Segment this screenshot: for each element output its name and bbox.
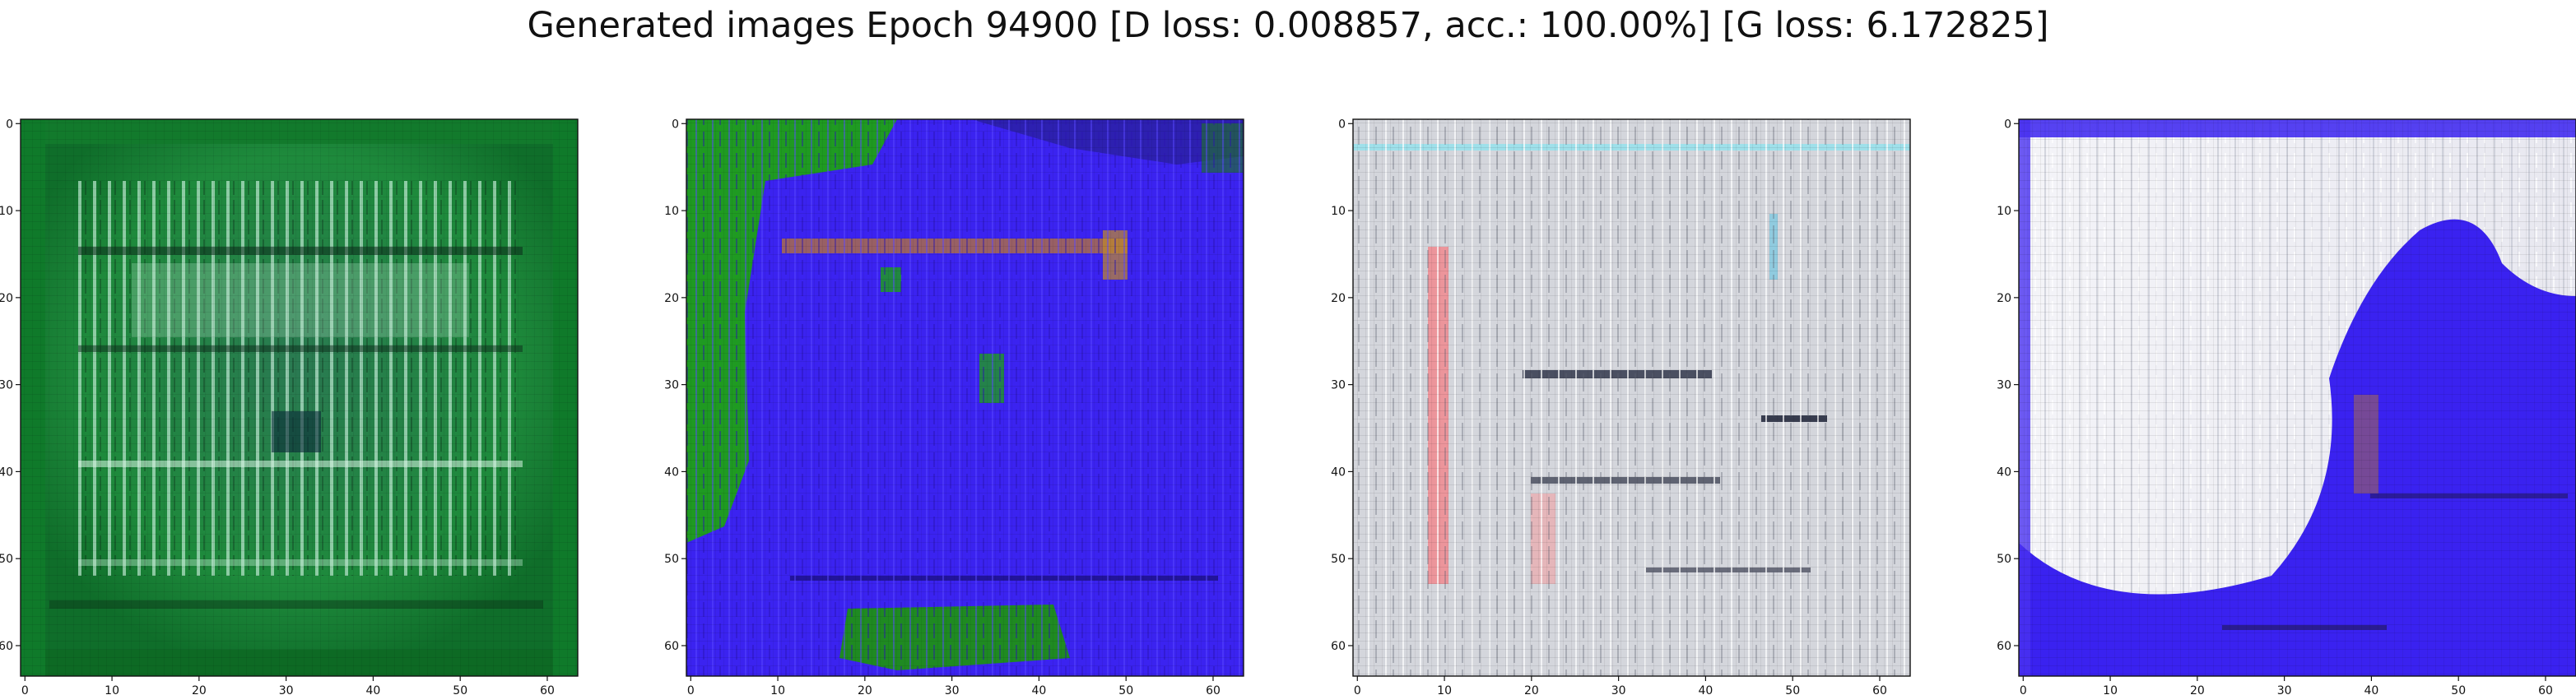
panel-1-ytick-label-30: 30: [0, 379, 13, 392]
panel-3-xtick-label-20: 20: [1524, 684, 1539, 695]
panel-4-xtick-label-30: 30: [2277, 684, 2292, 695]
panel-2-ytick-label-0: 0: [672, 118, 679, 131]
panel-2-xtick-label-0: 0: [687, 684, 695, 695]
panel-3-ytick-label-40: 40: [1331, 466, 1346, 479]
axes-layer: 0 10 20 30 40 50 60 0 10 20 30 40 50 60 0 10 20 30 40 50 60 0…: [0, 118, 2576, 695]
panel-1-ytick-label-40: 40: [0, 466, 13, 479]
panel-1: [21, 119, 578, 676]
panel-3-xtick-label-10: 10: [1437, 684, 1452, 695]
panel-2-ytick-label-60: 60: [664, 640, 679, 653]
panel-3-ytick-label-50: 50: [1331, 553, 1346, 566]
panel-4-xtick-label-20: 20: [2190, 684, 2205, 695]
panel-1-xtick-label-50: 50: [453, 684, 467, 695]
panel-2-xtick-label-60: 60: [1206, 684, 1221, 695]
panel-2-xtick-label-50: 50: [1118, 684, 1133, 695]
panel-3: [1353, 119, 1910, 676]
panel-3-xtick-label-60: 60: [1872, 684, 1887, 695]
panel-4-ytick-label-30: 30: [1997, 379, 2011, 392]
panel-3-ytick-label-20: 20: [1331, 292, 1346, 305]
panel-4-ytick-label-0: 0: [2004, 118, 2011, 131]
panel-3-ytick-label-10: 10: [1331, 205, 1346, 218]
panel-4-ytick-label-40: 40: [1997, 466, 2011, 479]
panel-1-xtick-label-60: 60: [540, 684, 555, 695]
panel-1-ytick-label-0: 0: [6, 118, 13, 131]
figure-title: Generated images Epoch 94900 [D loss: 0.…: [527, 5, 2049, 46]
panel-3-xtick-label-50: 50: [1785, 684, 1800, 695]
panel-3-xtick-label-40: 40: [1699, 684, 1713, 695]
panel-4-xtick-label-50: 50: [2451, 684, 2466, 695]
panel-2-xtick-label-30: 30: [945, 684, 960, 695]
panel-2-ytick-label-20: 20: [664, 292, 679, 305]
panel-1-xtick-label-30: 30: [279, 684, 294, 695]
panel-1-xtick-label-10: 10: [105, 684, 119, 695]
panel-2-ytick-label-30: 30: [664, 379, 679, 392]
panel-4-xtick-label-0: 0: [2020, 684, 2027, 695]
panel-2: [686, 119, 1244, 676]
panel-1-ytick-label-60: 60: [0, 640, 13, 653]
panel-4: [2019, 119, 2576, 676]
panel-4-xtick-label-10: 10: [2103, 684, 2118, 695]
panel-2-xtick-label-20: 20: [858, 684, 872, 695]
panel-4-ytick-label-50: 50: [1997, 553, 2011, 566]
panel-4-xtick-label-40: 40: [2364, 684, 2379, 695]
panel-3-ytick-label-0: 0: [1338, 118, 1346, 131]
panel-2-ytick-label-10: 10: [664, 205, 679, 218]
panel-1-frame: [20, 118, 579, 677]
panel-1-ytick-label-50: 50: [0, 553, 13, 566]
panel-2-xtick-label-40: 40: [1032, 684, 1047, 695]
panel-3-frame: [1352, 118, 1911, 677]
panel-3-ytick-label-60: 60: [1331, 640, 1346, 653]
panel-2-ytick-label-40: 40: [664, 466, 679, 479]
panel-1-xtick-label-40: 40: [366, 684, 381, 695]
panel-3-xtick-label-30: 30: [1611, 684, 1626, 695]
panel-4-frame: [2018, 118, 2576, 677]
panel-2-xtick-label-10: 10: [770, 684, 785, 695]
panel-1-xtick-label-20: 20: [192, 684, 207, 695]
panel-4-xtick-label-60: 60: [2538, 684, 2553, 695]
panel-1-xtick-label-0: 0: [21, 684, 29, 695]
panel-3-ytick-label-30: 30: [1331, 379, 1346, 392]
panel-4-ytick-label-60: 60: [1997, 640, 2011, 653]
panel-1-ytick-label-20: 20: [0, 292, 13, 305]
panel-2-frame: [686, 118, 1244, 677]
panel-2-ytick-label-50: 50: [664, 553, 679, 566]
panel-3-xtick-label-0: 0: [1354, 684, 1361, 695]
panel-4-ytick-label-10: 10: [1997, 205, 2011, 218]
panel-1-ytick-label-10: 10: [0, 205, 13, 218]
panel-4-ytick-label-20: 20: [1997, 292, 2011, 305]
